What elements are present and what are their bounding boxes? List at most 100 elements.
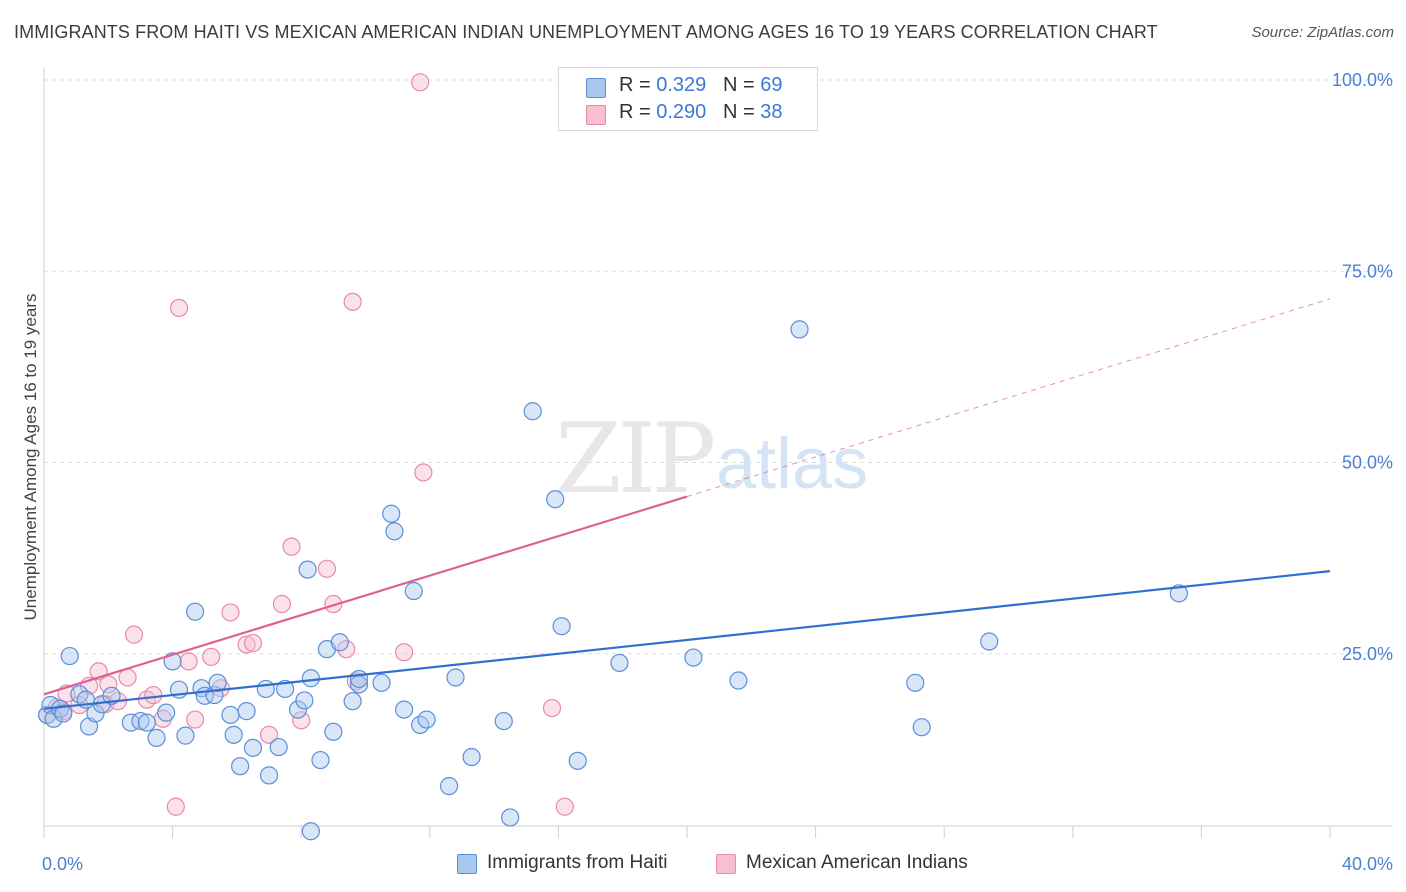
point-mexican [337,640,356,659]
point-mexican [343,292,362,311]
point-haiti [301,822,320,841]
legend-label-haiti: Immigrants from Haiti [487,852,668,873]
grid-layer [44,79,1392,655]
point-haiti [568,751,587,770]
point-mexican [394,643,414,662]
watermark-atlas: atlas [716,424,868,504]
point-haiti [446,668,465,687]
label-layer: 25.0% 50.0% 75.0% 100.0% 0.0% 40.0% Unemployme… [21,70,1393,874]
point-haiti [224,725,243,744]
y-tick-label: 100.0% [1332,70,1393,90]
point-mexican [414,463,433,482]
point-haiti [147,728,166,748]
y-axis-label: Unemployment Among Ages 16 to 19 years [21,294,40,621]
point-haiti [439,776,459,796]
point-mexican [124,625,144,644]
point-mexican [346,672,365,691]
point-haiti [86,704,105,723]
y-tick-label: 50.0% [1342,453,1393,473]
point-haiti [288,700,308,719]
point-haiti [298,560,317,579]
legend-r-label: R = [619,74,657,96]
point-mexican [292,711,311,730]
point-mexican [202,647,221,666]
point-haiti [231,757,250,776]
point-haiti [295,691,314,710]
legend-r-label: R = [619,101,657,123]
legend-n-value: 38 [760,101,783,123]
point-mexican [144,685,163,705]
chart-source: Source: ZipAtlas.com [1251,24,1394,41]
point-haiti [1169,584,1188,603]
point-haiti [54,704,73,723]
point-haiti [906,673,925,692]
point-haiti [684,648,703,667]
legend-r-value: 0.290 [656,101,707,123]
point-haiti [324,722,343,741]
point-haiti [523,402,542,421]
point-haiti [980,632,999,651]
point-haiti [382,504,401,523]
point-haiti [276,679,295,699]
point-mexican [243,633,263,653]
legend-swatch-haiti [586,78,606,98]
chart-title: IMMIGRANTS FROM HAITI VS MEXICAN AMERICA… [14,22,1158,42]
y-tick-label: 25.0% [1342,644,1393,664]
point-mexican [186,710,205,729]
legend-n-label: N = [722,101,761,123]
point-haiti [269,737,288,757]
point-mexican [282,537,301,556]
point-haiti [176,726,195,745]
points-layer [38,73,1188,841]
point-haiti [256,679,275,699]
point-mexican [542,698,562,718]
point-haiti [60,646,79,666]
point-haiti [343,692,362,711]
legend-n-label: N = [722,74,761,96]
point-mexican [166,797,185,816]
point-mexican [272,594,292,614]
point-haiti [186,602,205,621]
point-haiti [137,713,156,732]
legend-n-value: 69 [760,74,783,96]
point-mexican [237,635,256,654]
point-haiti [501,808,520,827]
point-mexican [317,559,337,578]
watermark: ZIP atlas [555,403,868,515]
point-haiti [44,709,63,728]
point-mexican [411,73,430,92]
point-haiti [610,653,629,673]
point-haiti [552,617,571,636]
correlation-legend: R = 0.329 N = 69 R = 0.290 N = 38 [558,67,818,131]
trendline-haiti [43,570,1331,710]
point-haiti [385,522,404,541]
legend-swatch-mexican [716,854,736,874]
y-tick-label: 75.0% [1342,261,1393,281]
point-mexican [555,797,574,816]
point-mexican [179,652,198,671]
point-haiti [394,700,414,719]
point-haiti [790,320,809,339]
point-haiti [330,633,349,652]
trend-layer [43,298,1331,710]
legend-label-mexican: Mexican American Indians [746,852,968,873]
watermark-zip: ZIP [555,403,714,515]
point-haiti [301,669,320,688]
point-mexican [221,603,240,622]
point-haiti [912,718,931,737]
x-tick-label: 0.0% [42,854,83,874]
point-haiti [221,705,240,725]
point-haiti [404,581,423,601]
point-haiti [259,766,279,785]
legend-r-value: 0.329 [656,74,707,96]
point-mexican [324,594,343,614]
legend-swatch-haiti [457,854,477,874]
point-haiti [372,673,391,692]
trendline-mexican [43,495,688,696]
point-haiti [729,671,748,690]
legend-text-haiti: R = 0.329 N = 69 [619,74,782,97]
point-haiti [311,750,330,770]
point-haiti [131,711,150,731]
point-mexican [169,298,189,318]
